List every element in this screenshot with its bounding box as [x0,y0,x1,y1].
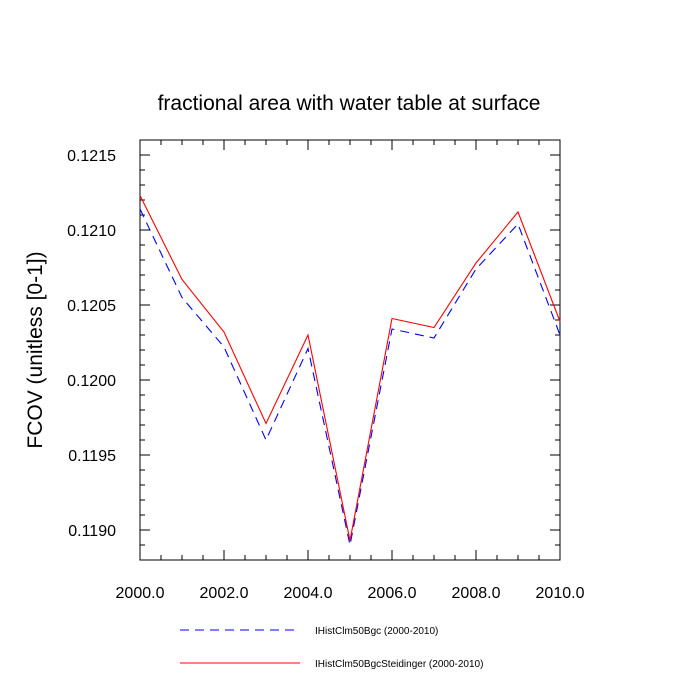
y-tick-label: 0.1205 [67,298,116,315]
x-tick-label: 2006.0 [368,585,417,602]
x-tick-label: 2008.0 [452,585,501,602]
y-tick-label: 0.1210 [67,223,116,240]
y-tick-label: 0.1190 [68,523,116,540]
legend-label-2: IHistClm50BgcSteidinger (2000-2010) [315,659,483,670]
series-line-2 [139,195,561,541]
plot-axes: 2000.0 2002.0 2004.0 2006.0 2008.0 2010.0 0.11… [67,139,585,602]
x-tick-label: 2002.0 [200,585,249,602]
chart-title: fractional area with water table at surf… [158,92,541,115]
y-tick-label: 0.1215 [67,148,116,165]
x-tick-label: 2000.0 [116,585,165,602]
plot-frame [139,139,561,561]
y-tick-label: 0.1200 [67,373,116,390]
legend-label-1: IHistClm50Bgc (2000-2010) [315,626,438,637]
y-axis-label: FCOV (unitless [0-1]) [24,251,47,448]
x-tick-label: 2010.0 [536,585,585,602]
chart-legend: IHistClm50Bgc (2000-2010) IHistClm50BgcSt… [180,626,483,670]
plot-series [139,195,561,546]
y-tick-label: 0.1195 [68,448,116,465]
x-tick-label: 2004.0 [284,585,333,602]
series-line-1 [139,208,561,546]
